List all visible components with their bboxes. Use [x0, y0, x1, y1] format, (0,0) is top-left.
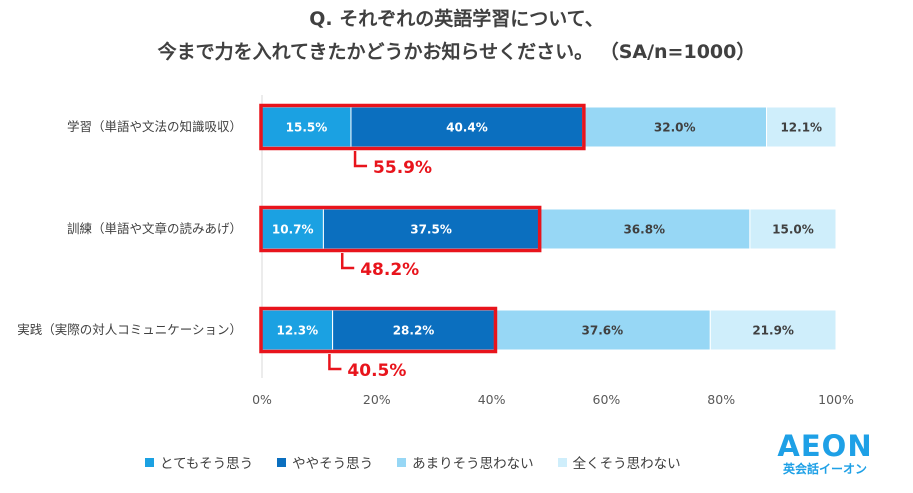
legend-swatch [277, 457, 287, 467]
x-tick-label: 20% [363, 392, 391, 407]
bar-segment [493, 309, 711, 351]
category-label: 訓練（単語や文章の読みあげ） [67, 221, 242, 236]
x-tick-label: 0% [252, 392, 272, 407]
bar-segment [582, 106, 768, 148]
bar-segment [749, 208, 837, 250]
highlight-bracket [340, 253, 355, 270]
x-tick-label: 80% [707, 392, 735, 407]
legend-item: ややそう思う [277, 452, 373, 472]
logo-subtitle: 英会話イーオン [782, 462, 867, 476]
legend-label: 全くそう思わない [572, 456, 681, 472]
chart-legend: とてもそう思う ややそう思う あまりそう思わない 全くそう思わない [145, 452, 705, 472]
data-label: 21.9% [752, 324, 794, 338]
data-label: 37.5% [410, 223, 452, 237]
legend-item: あまりそう思わない [397, 452, 534, 472]
bar-segment [709, 309, 837, 351]
bar-segment [261, 106, 352, 148]
highlight-box [259, 306, 498, 354]
data-label: 37.6% [582, 324, 624, 338]
data-label: 12.3% [276, 324, 318, 338]
highlight-total-label: 40.5% [347, 361, 406, 381]
legend-swatch [145, 457, 154, 467]
data-label: 12.1% [780, 121, 822, 135]
legend-swatch [397, 457, 407, 467]
chart-title-line2: 今まで力を入れてきたかどうかお知らせください。 （SA/n=1000） [157, 41, 756, 63]
chart-title-line1: Q. それぞれの英語学習について、 [309, 8, 604, 30]
data-label: 10.7% [272, 223, 314, 237]
highlight-bracket [353, 151, 368, 168]
x-tick-label: 60% [593, 392, 621, 407]
legend-label: ややそう思う [292, 456, 374, 472]
highlight-box [259, 103, 586, 151]
data-label: 36.8% [623, 223, 665, 237]
legend-item: とてもそう思う [145, 452, 253, 472]
legend-label: とてもそう思う [160, 456, 254, 472]
legend-item: 全くそう思わない [557, 452, 681, 472]
bar-segment [322, 208, 540, 250]
highlight-total-label: 48.2% [360, 260, 419, 280]
highlight-box [259, 205, 542, 253]
highlight-bracket [328, 354, 342, 371]
data-label: 40.4% [446, 121, 488, 135]
bar-segment [766, 106, 837, 148]
category-label: 実践（実際の対人コミュニケーション） [17, 322, 242, 337]
data-label: 15.0% [772, 223, 814, 237]
x-tick-label: 40% [478, 392, 506, 407]
logo-wordmark: AEON [777, 429, 873, 463]
category-label: 学習（単語や文法の知識吸収） [67, 119, 242, 134]
legend-swatch [557, 457, 567, 467]
x-tick-label: 100% [818, 392, 854, 407]
aeon-logo: AEON 英会話イーオン [765, 431, 885, 477]
data-label: 28.2% [393, 324, 435, 338]
data-label: 32.0% [654, 121, 696, 135]
data-label: 15.5% [286, 121, 328, 135]
highlight-total-label: 55.9% [373, 158, 432, 178]
legend-label: あまりそう思わない [412, 456, 534, 472]
chart-plot: 0% 20% 40% 60% 80% 100% 学習（単語や文法の知識吸収） 15.5% 40.… [17, 95, 854, 407]
